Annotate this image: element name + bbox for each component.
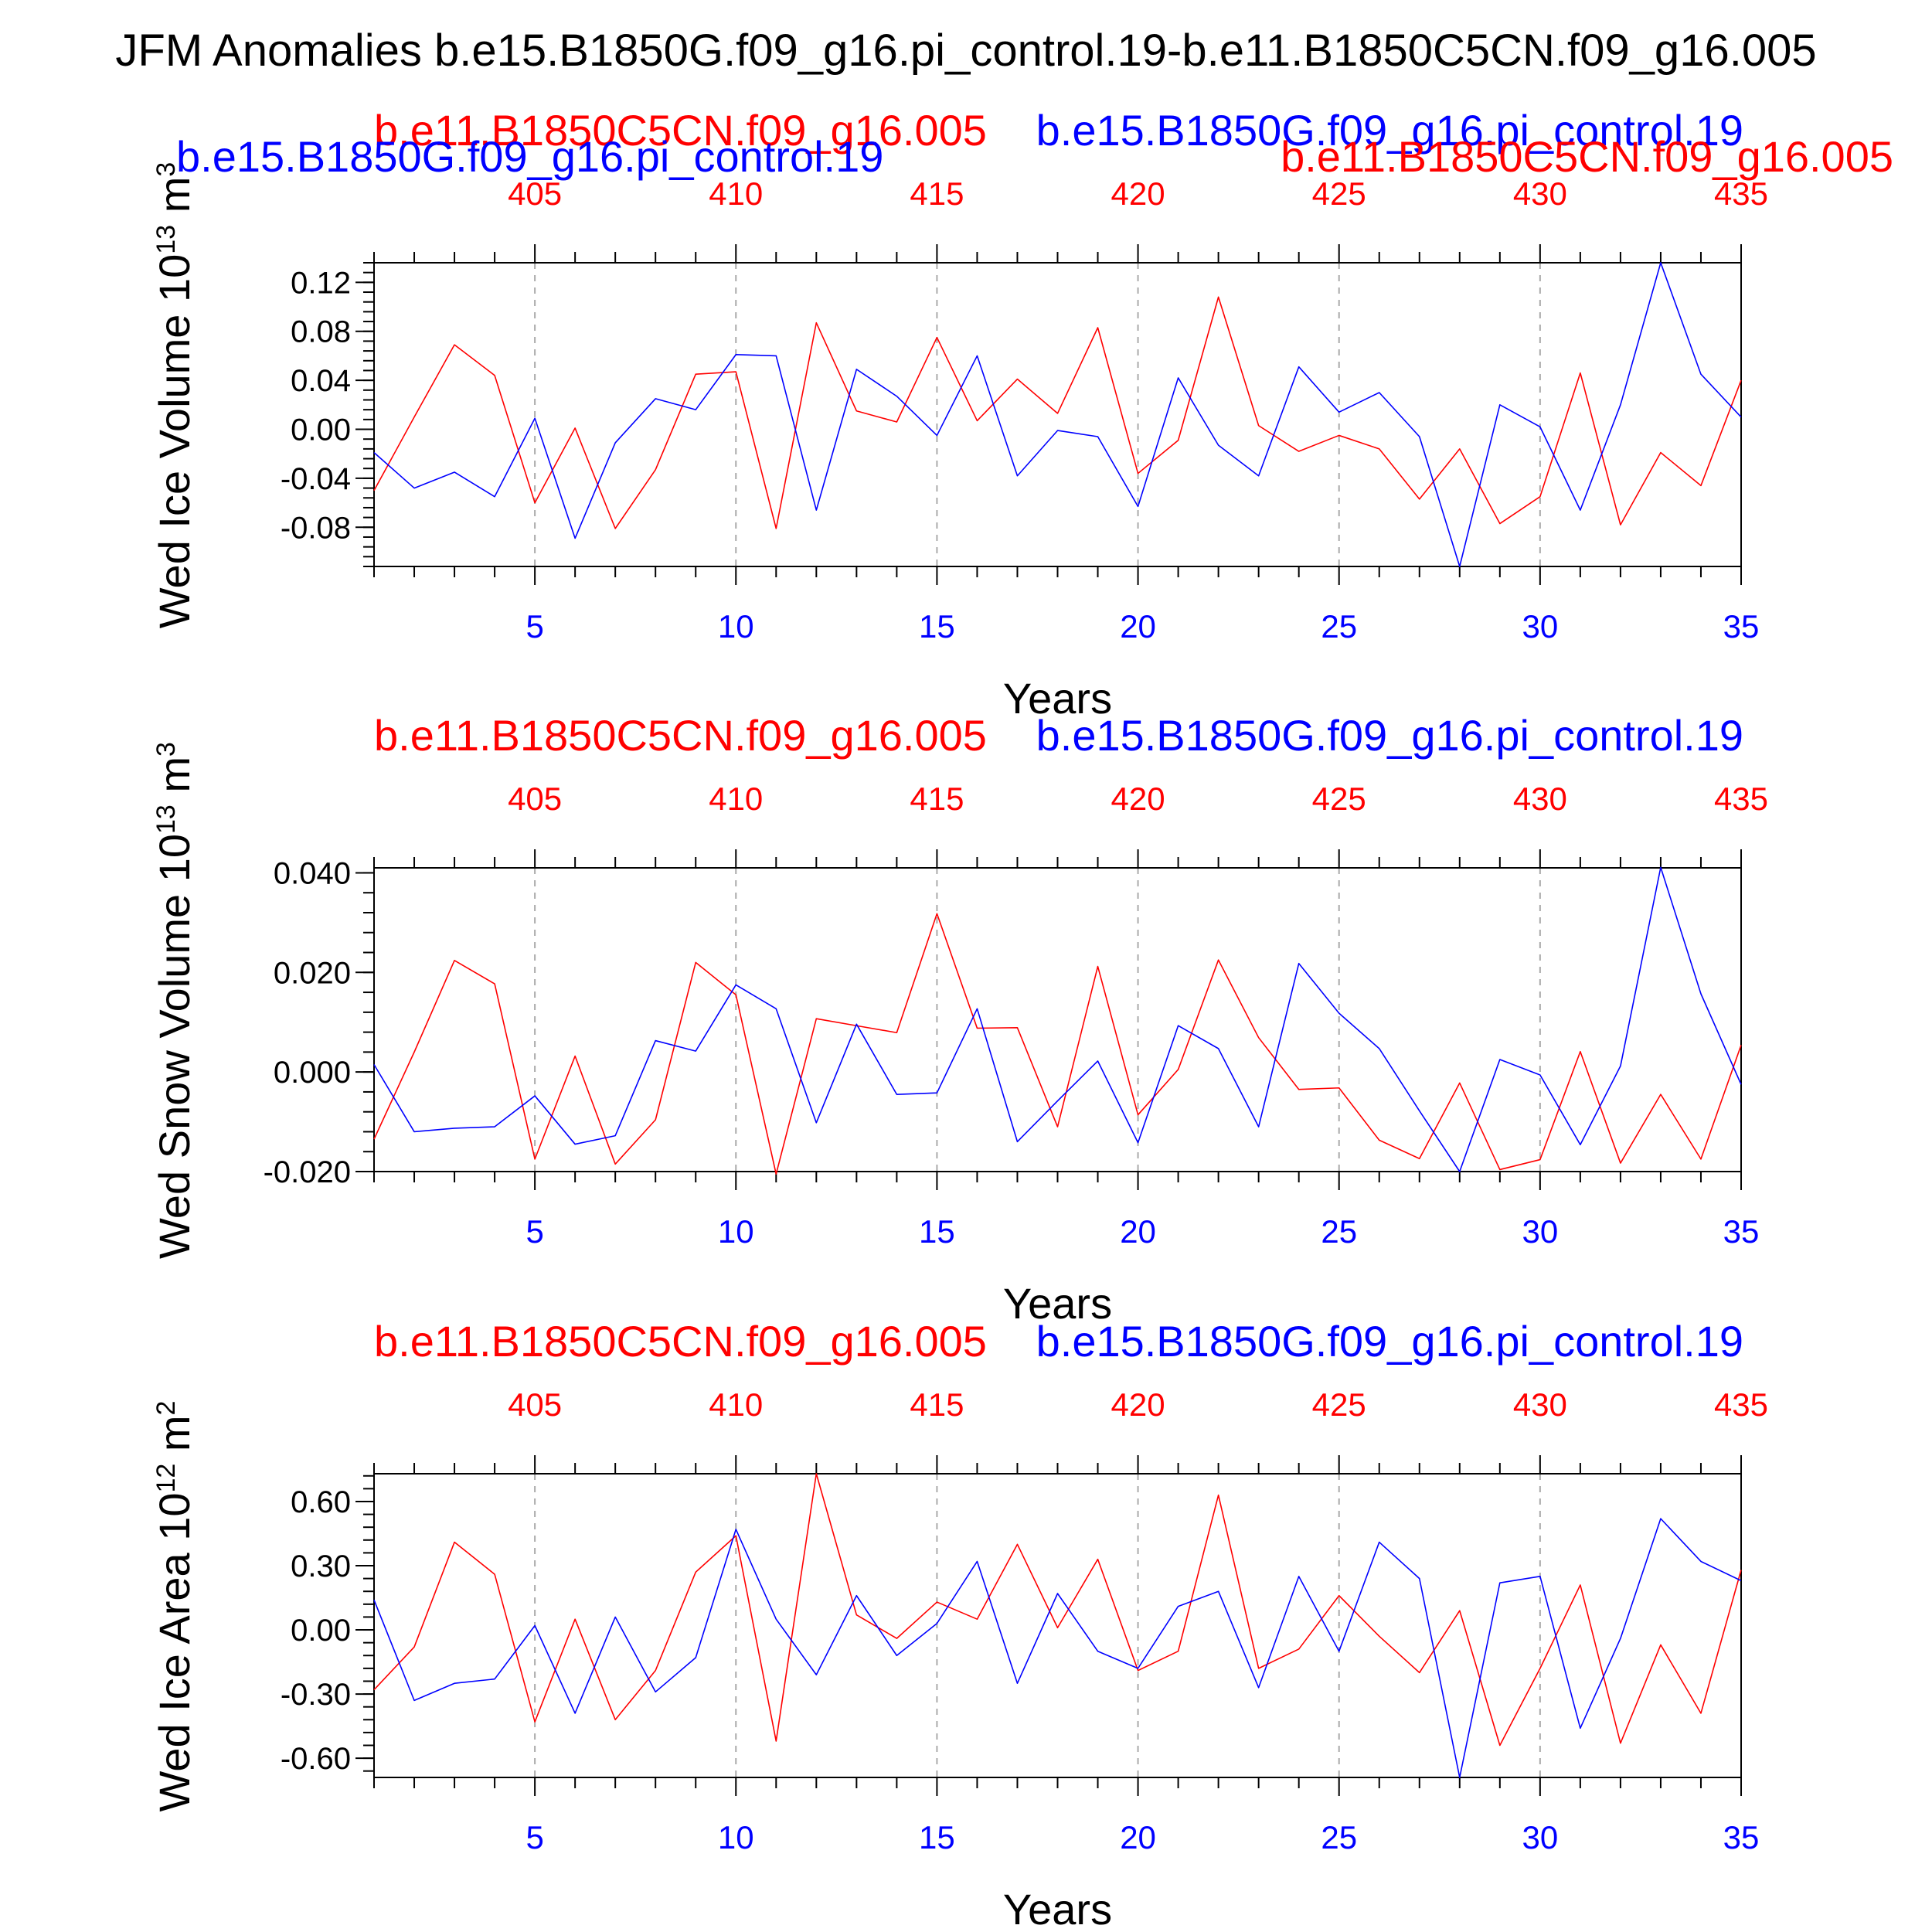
x-tick-label: 35: [1723, 608, 1760, 645]
series-line-red: [373, 913, 1742, 1175]
plot-frame: [373, 1473, 1742, 1778]
y-axis-label: Wed Ice Area 1012 m2: [150, 1401, 199, 1812]
x-tick-label: 5: [526, 608, 543, 645]
y-tick-label: 0.00: [291, 413, 351, 447]
x-tick-label-top: 430: [1513, 1386, 1567, 1423]
x-tick-label-top: 415: [910, 175, 964, 212]
x-tick-label-top: 410: [709, 1386, 763, 1423]
case-label-red-secondary: b.e11.B1850C5CN.f09_g16.005: [1281, 132, 1893, 181]
x-axis-label: Years: [1003, 674, 1112, 723]
panel-1: -0.08 -0.04 0.00 0.04 0.08 0.12 5 405 10 410 15 415…: [150, 106, 1893, 723]
panel-3: -0.60 -0.30 0.00 0.30 0.60 5 405 10 410 15 415 20 42…: [150, 1317, 1768, 1932]
y-axis-label-sup: 12: [151, 1464, 181, 1493]
x-tick-label: 30: [1522, 1819, 1558, 1855]
x-tick-label: 15: [919, 1213, 955, 1250]
y-axis-label-part: Wed Snow Volume 10: [150, 834, 199, 1259]
x-tick-label-top: 405: [508, 781, 562, 817]
x-tick-label-top: 410: [709, 175, 763, 212]
x-axis-label: Years: [1003, 1885, 1112, 1932]
y-tick-label: 0.040: [274, 856, 351, 890]
y-tick-label: 0.60: [291, 1485, 351, 1519]
y-axis-label-part: m: [150, 757, 199, 804]
y-tick-label: 0.00: [291, 1614, 351, 1648]
y-tick-label: -0.020: [264, 1155, 351, 1189]
y-tick-label: 0.30: [291, 1549, 351, 1583]
x-tick-label-top: 435: [1714, 1386, 1768, 1423]
series-line-red: [373, 1473, 1742, 1747]
y-tick-label: 0.12: [291, 266, 351, 300]
x-tick-label: 30: [1522, 608, 1558, 645]
x-tick-label-top: 425: [1312, 175, 1366, 212]
x-tick-label-top: 420: [1111, 1386, 1165, 1423]
y-axis-label-part: Wed Ice Area 10: [150, 1492, 199, 1811]
y-axis-label-sup: 3: [151, 162, 181, 177]
y-axis-label-part: m: [150, 177, 199, 225]
x-tick-label: 35: [1723, 1819, 1760, 1855]
x-tick-label-top: 410: [709, 781, 763, 817]
case-label-blue: b.e15.B1850G.f09_g16.pi_control.19: [1036, 1317, 1743, 1366]
x-tick-label-top: 425: [1312, 781, 1366, 817]
x-axis-label: Years: [1003, 1279, 1112, 1328]
y-tick-label: -0.60: [281, 1742, 351, 1776]
x-tick-label: 5: [526, 1819, 543, 1855]
x-tick-label: 25: [1321, 1819, 1357, 1855]
x-tick-label-top: 420: [1111, 781, 1165, 817]
x-tick-label-top: 435: [1714, 781, 1768, 817]
series-line-blue: [373, 262, 1742, 567]
x-tick-label-top: 425: [1312, 1386, 1366, 1423]
x-tick-label: 10: [718, 1819, 754, 1855]
x-tick-label-top: 430: [1513, 781, 1567, 817]
x-tick-label-top: 405: [508, 1386, 562, 1423]
case-label-blue-secondary: b.e15.B1850G.f09_g16.pi_control.19: [176, 132, 883, 181]
case-label-blue: b.e15.B1850G.f09_g16.pi_control.19: [1036, 711, 1743, 760]
x-tick-label-top: 415: [910, 781, 964, 817]
series-line-blue: [373, 866, 1742, 1172]
x-tick-label: 25: [1321, 608, 1357, 645]
case-label-red: b.e11.B1850C5CN.f09_g16.005: [374, 711, 987, 760]
x-tick-label: 20: [1120, 608, 1156, 645]
y-axis-label: Wed Snow Volume 1013 m3: [150, 742, 199, 1259]
x-tick-label: 30: [1522, 1213, 1558, 1250]
figure-title: JFM Anomalies b.e15.B1850G.f09_g16.pi_co…: [115, 26, 1816, 76]
x-tick-label-top: 430: [1513, 175, 1567, 212]
y-axis-label-sup: 13: [151, 804, 181, 834]
y-axis-label-part: m: [150, 1415, 199, 1463]
y-axis-label-part: Wed Ice Volume 10: [150, 254, 199, 629]
y-axis-label-sup: 13: [151, 225, 181, 254]
x-tick-label-top: 415: [910, 1386, 964, 1423]
y-tick-label: 0.04: [291, 364, 351, 398]
series-line-red: [373, 296, 1742, 529]
panel-2: -0.020 0.000 0.020 0.040 5 405 10 410 15 415 20 420…: [150, 711, 1768, 1328]
y-axis-label-sup: 2: [151, 1401, 181, 1416]
panels: -0.08 -0.04 0.00 0.04 0.08 0.12 5 405 10 410 15 415…: [150, 106, 1893, 1932]
x-tick-label: 15: [919, 608, 955, 645]
x-tick-label: 20: [1120, 1819, 1156, 1855]
x-tick-label-top: 405: [508, 175, 562, 212]
series-line-blue: [373, 1518, 1742, 1778]
x-tick-label: 5: [526, 1213, 543, 1250]
x-tick-label-top: 420: [1111, 175, 1165, 212]
y-tick-label: -0.30: [281, 1678, 351, 1712]
plot-frame: [373, 262, 1742, 567]
x-tick-label: 10: [718, 608, 754, 645]
y-tick-label: 0.020: [274, 956, 351, 990]
y-tick-label: 0.08: [291, 315, 351, 349]
x-tick-label: 20: [1120, 1213, 1156, 1250]
x-tick-label: 35: [1723, 1213, 1760, 1250]
x-tick-label-top: 435: [1714, 175, 1768, 212]
y-tick-label: -0.04: [281, 462, 351, 496]
case-label-red: b.e11.B1850C5CN.f09_g16.005: [374, 106, 987, 155]
case-label-blue: b.e15.B1850G.f09_g16.pi_control.19: [1036, 106, 1743, 155]
y-axis-label: Wed Ice Volume 1013 m3: [150, 162, 199, 629]
y-axis-label-sup: 3: [151, 742, 181, 757]
y-tick-label: -0.08: [281, 511, 351, 545]
x-tick-label: 10: [718, 1213, 754, 1250]
case-label-red: b.e11.B1850C5CN.f09_g16.005: [374, 1317, 987, 1366]
x-tick-label: 15: [919, 1819, 955, 1855]
x-tick-label: 25: [1321, 1213, 1357, 1250]
y-tick-label: 0.000: [274, 1056, 351, 1090]
